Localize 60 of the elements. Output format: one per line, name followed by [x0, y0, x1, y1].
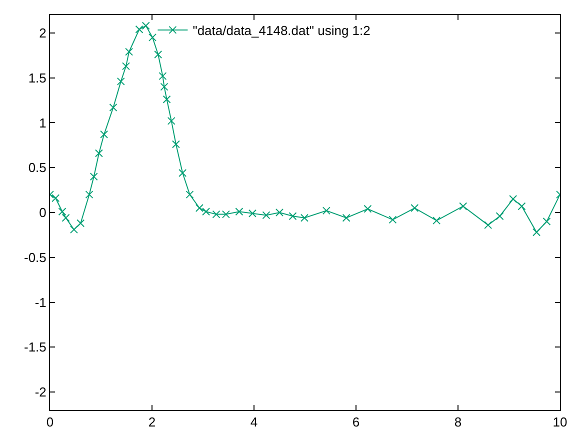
y-tick-label: 0.5: [28, 160, 46, 176]
x-tick-label: 10: [552, 414, 568, 430]
point: [162, 95, 171, 104]
point: [509, 195, 518, 204]
point: [518, 202, 526, 210]
point: [142, 22, 150, 30]
y-tick-label: 1: [39, 115, 46, 130]
y-tick-label: -0.5: [24, 250, 46, 265]
point: [52, 194, 60, 202]
x-tick-label: 8: [454, 414, 462, 430]
point: [58, 208, 66, 216]
point: [116, 77, 125, 86]
point: [148, 33, 157, 42]
point: [167, 116, 176, 125]
point: [276, 208, 284, 216]
point: [484, 221, 492, 230]
point: [154, 50, 162, 58]
point: [160, 82, 168, 91]
point: [100, 130, 108, 138]
point: [496, 212, 504, 220]
point: [70, 226, 78, 234]
point: [172, 140, 180, 148]
point: [90, 172, 98, 181]
point: [125, 48, 134, 56]
point: [85, 190, 94, 199]
point: [122, 62, 130, 70]
x-tick-label: 2: [148, 414, 156, 430]
point: [109, 103, 118, 112]
y-tick-label: -1.5: [24, 340, 46, 355]
point: [178, 169, 187, 177]
y-tick-label: 1.5: [28, 70, 46, 86]
point: [342, 214, 350, 222]
point: [235, 208, 244, 216]
y-tick-label: -1: [34, 294, 46, 310]
point: [322, 206, 330, 215]
y-tick-label: 2: [39, 26, 46, 40]
point: [542, 217, 551, 226]
point: [432, 216, 441, 225]
y-tick-label: 0: [39, 205, 46, 220]
point: [195, 204, 204, 212]
point: [135, 25, 144, 34]
point: [202, 208, 210, 216]
point: [158, 72, 167, 80]
point: [364, 204, 372, 213]
x-tick-label: 4: [250, 414, 258, 430]
point: [94, 149, 103, 158]
point: [186, 190, 194, 199]
point: [459, 202, 468, 210]
x-tick-label: 6: [352, 414, 360, 430]
legend-label: "data/data_4148.dat" using 1:2: [192, 23, 370, 38]
point: [532, 228, 541, 236]
point: [248, 209, 256, 218]
point: [410, 204, 419, 212]
point: [62, 214, 70, 222]
point: [288, 212, 297, 220]
y-tick-label: -2: [34, 384, 46, 400]
point: [76, 219, 85, 228]
point: [300, 214, 308, 222]
point: [388, 216, 397, 224]
point: [262, 211, 270, 220]
